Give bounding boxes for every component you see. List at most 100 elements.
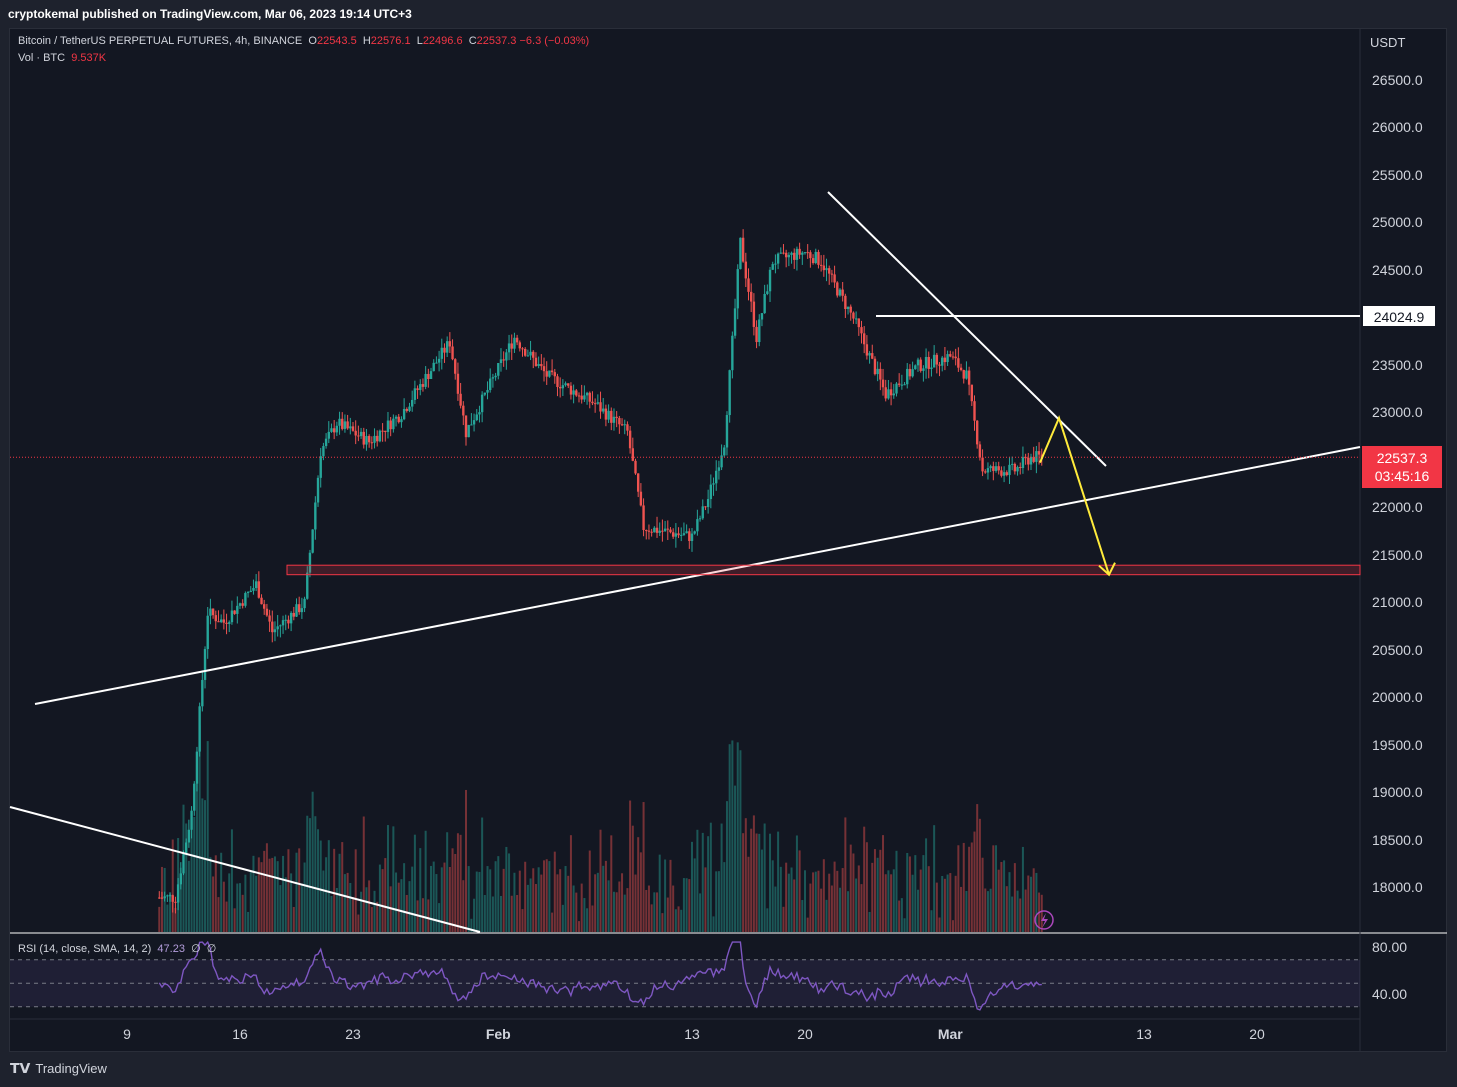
volume-bar [478,871,481,932]
volume-bar [373,890,376,932]
volume-bar [645,889,648,932]
candle-body [862,333,866,345]
candle-body [230,610,234,623]
candle-body [505,352,508,361]
candle-body [1021,457,1025,468]
candle-body [1029,456,1033,465]
candle-body [752,301,756,327]
volume-bar [265,843,268,932]
volume-bar [914,855,917,932]
volume-bar [876,857,879,932]
candle-body [814,251,817,264]
candle-body [768,269,772,292]
volume-bar [206,741,209,932]
volume-bar [922,855,925,932]
candle-body [836,282,839,296]
candle-body [860,327,863,334]
candle-body [930,367,933,369]
chart-frame[interactable] [9,28,1447,1052]
volume-bar [935,882,938,932]
candle-body [873,358,877,375]
volume-bar [895,850,898,932]
tradingview-logo-icon: 𝗧𝗩 [10,1060,31,1076]
last-price-tag: 22537.3 03:45:16 [1362,446,1442,488]
volume-bar [212,876,215,932]
candle-body [596,402,600,404]
volume-bar [865,842,868,932]
candle-body [410,399,414,407]
price-tick: 24500.0 [1372,261,1423,278]
footer-brand[interactable]: 𝗧𝗩 TradingView [10,1060,107,1077]
candle-body [758,319,761,343]
volume-bar [699,893,702,932]
volume-bar [481,817,484,932]
candle-body [879,368,882,380]
candle-body [338,418,341,426]
volume-bar [228,873,231,932]
candle-body [927,356,930,369]
volume-bar [933,825,936,932]
symbol-name: Bitcoin / TetherUS PERPETUAL FUTURES, 4h… [18,35,303,47]
volume-bar [368,880,371,932]
volume-bar [804,870,806,932]
candle-body [957,358,960,368]
currency-label[interactable]: USDT [1370,35,1406,50]
volume-bar [497,856,500,932]
volume-bar [271,857,274,932]
candle-body [284,619,287,621]
candle-body [327,431,330,439]
volume-bar [540,874,543,932]
candle-body [623,424,626,426]
candle-body [884,387,887,399]
volume-bar [715,871,718,932]
volume-bar [1005,886,1008,932]
volume-bar [747,856,750,932]
volume-bar [949,873,952,932]
symbol-legend: Bitcoin / TetherUS PERPETUAL FUTURES, 4h… [18,35,589,47]
volume-bar [532,868,535,932]
volume-legend: Vol · BTC 9.537K [18,52,106,64]
volume-bar [580,883,583,932]
volume-bar [578,921,580,932]
volume-bar [241,894,244,932]
volume-bar [725,801,728,932]
volume-bar [680,909,683,932]
candle-body [865,344,869,356]
candle-body [400,419,403,423]
volume-bar [330,895,333,932]
volume-bar [763,823,766,932]
volume-bar [989,888,992,932]
candle-body [472,420,476,425]
candle-body [776,253,780,264]
candle-body [593,403,597,405]
candle-body [349,426,352,429]
ohlc-close: C22537.3 [468,35,517,47]
candle-body [497,363,500,376]
volume-bar [639,852,642,932]
price-tick: 19500.0 [1372,736,1423,753]
price-tick: 26000.0 [1372,119,1423,136]
volume-bar [489,869,492,932]
candle-body [924,356,928,369]
candle-body [300,608,304,613]
candle-body [319,456,322,478]
volume-bar [257,857,260,932]
volume-bar [1013,863,1016,932]
candle-body [483,392,487,395]
volume-bar [292,906,295,932]
candle-body [236,605,239,614]
volume-bar [696,829,699,932]
volume-bar [637,837,640,932]
volume-bar [220,852,223,932]
volume-bar [992,845,995,932]
volume-bar [946,874,949,932]
price-tick: 22000.0 [1372,499,1423,516]
volume-bar [984,888,987,932]
volume-bar [319,840,322,932]
volume-bar [287,849,290,932]
candle-body [725,415,729,448]
volume-bar [844,817,847,932]
candle-body [1019,467,1022,469]
volume-bar [677,906,680,932]
